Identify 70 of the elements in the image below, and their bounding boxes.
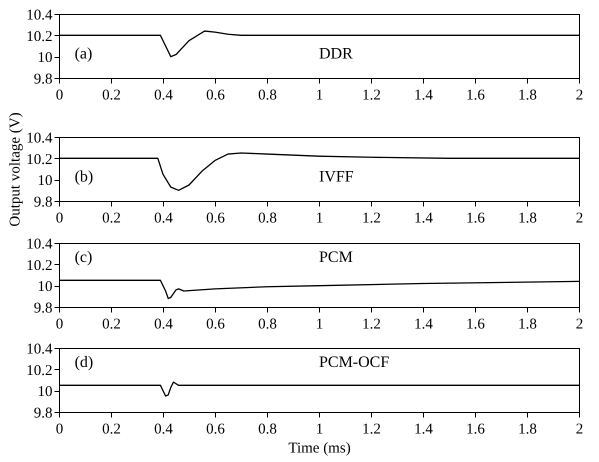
x-tick-label: 1 — [316, 316, 324, 332]
x-tick-label: 0.6 — [206, 88, 226, 104]
x-tick-label: 1.2 — [362, 422, 381, 438]
annotation: (a) — [74, 46, 92, 63]
x-tick-label: 2 — [576, 210, 584, 226]
x-tick-label: 1 — [316, 422, 324, 438]
x-tick-label: 1.2 — [362, 88, 381, 104]
x-tick-label: 0.6 — [206, 316, 226, 332]
x-tick-label: 1.6 — [466, 88, 486, 104]
x-tick-label: 2 — [576, 422, 584, 438]
x-tick-label: 1.6 — [466, 422, 486, 438]
x-tick-label: 1 — [316, 88, 324, 104]
y-tick-label: 10.2 — [26, 362, 52, 379]
x-tick-label: 1.6 — [466, 316, 486, 332]
y-tick-label: 10 — [38, 173, 52, 190]
y-tick-label: 10.2 — [26, 28, 52, 45]
x-tick-label: 2 — [576, 316, 584, 332]
annotation: PCM-OCF — [319, 354, 390, 372]
annotation: (b) — [74, 168, 94, 186]
x-tick-label: 0.8 — [258, 316, 277, 332]
annotation: (c) — [74, 249, 92, 266]
y-tick-label: 10 — [38, 384, 52, 400]
x-tick-label: 0.4 — [154, 210, 174, 226]
x-tick-label: 1.2 — [362, 316, 381, 332]
annotation: IVFF — [319, 168, 354, 186]
x-tick-label: 1.4 — [414, 422, 434, 438]
y-tick-label: 10.2 — [26, 258, 52, 274]
y-tick-label: 10 — [38, 279, 52, 296]
x-tick-label: 1 — [316, 210, 324, 226]
x-tick-label: 0.2 — [102, 210, 121, 226]
x-tick-label: 1.8 — [518, 316, 537, 332]
y-tick-label: 10.4 — [26, 130, 53, 146]
x-tick-label: 0 — [56, 422, 64, 438]
x-tick-label: 1.8 — [518, 422, 537, 438]
x-axis-title: Time (ms) — [288, 440, 351, 456]
x-tick-label: 0.8 — [258, 88, 277, 104]
x-tick-label: 0.2 — [102, 88, 121, 104]
x-tick-label: 0.4 — [154, 422, 174, 438]
x-tick-label: 0.8 — [258, 422, 277, 438]
x-tick-label: 0 — [56, 316, 64, 332]
y-tick-label: 9.8 — [34, 194, 52, 210]
x-tick-label: 1.4 — [414, 210, 434, 226]
y-tick-label: 9.8 — [34, 300, 52, 316]
x-tick-label: 0.8 — [258, 210, 277, 226]
annotation: PCM — [319, 249, 353, 266]
y-tick-label: 9.8 — [34, 72, 52, 88]
x-tick-label: 0.6 — [206, 422, 226, 438]
x-tick-label: 1.4 — [414, 316, 434, 332]
x-tick-label: 1.8 — [518, 88, 537, 104]
y-tick-label: 9.8 — [34, 406, 52, 422]
y-axis-title: Output voltage (V) — [7, 112, 24, 227]
x-tick-label: 0.4 — [154, 316, 174, 332]
y-tick-label: 10.4 — [26, 8, 53, 24]
x-tick-label: 2 — [576, 88, 584, 104]
x-tick-label: 1.2 — [362, 210, 381, 226]
x-tick-label: 1.8 — [518, 210, 537, 226]
x-tick-label: 0.2 — [102, 316, 121, 332]
x-tick-label: 0.4 — [154, 88, 174, 104]
x-tick-label: 0.2 — [102, 422, 121, 438]
annotation: (d) — [74, 354, 94, 372]
y-tick-label: 10.2 — [26, 152, 52, 168]
y-tick-label: 10.4 — [26, 342, 53, 358]
x-tick-label: 1.6 — [466, 210, 486, 226]
x-tick-label: 0 — [56, 88, 64, 104]
annotation: DDR — [319, 46, 354, 63]
x-tick-label: 0 — [56, 210, 64, 226]
y-tick-label: 10 — [38, 50, 52, 66]
y-tick-label: 10.4 — [26, 236, 53, 252]
x-tick-label: 1.4 — [414, 88, 434, 104]
x-tick-label: 0.6 — [206, 210, 226, 226]
